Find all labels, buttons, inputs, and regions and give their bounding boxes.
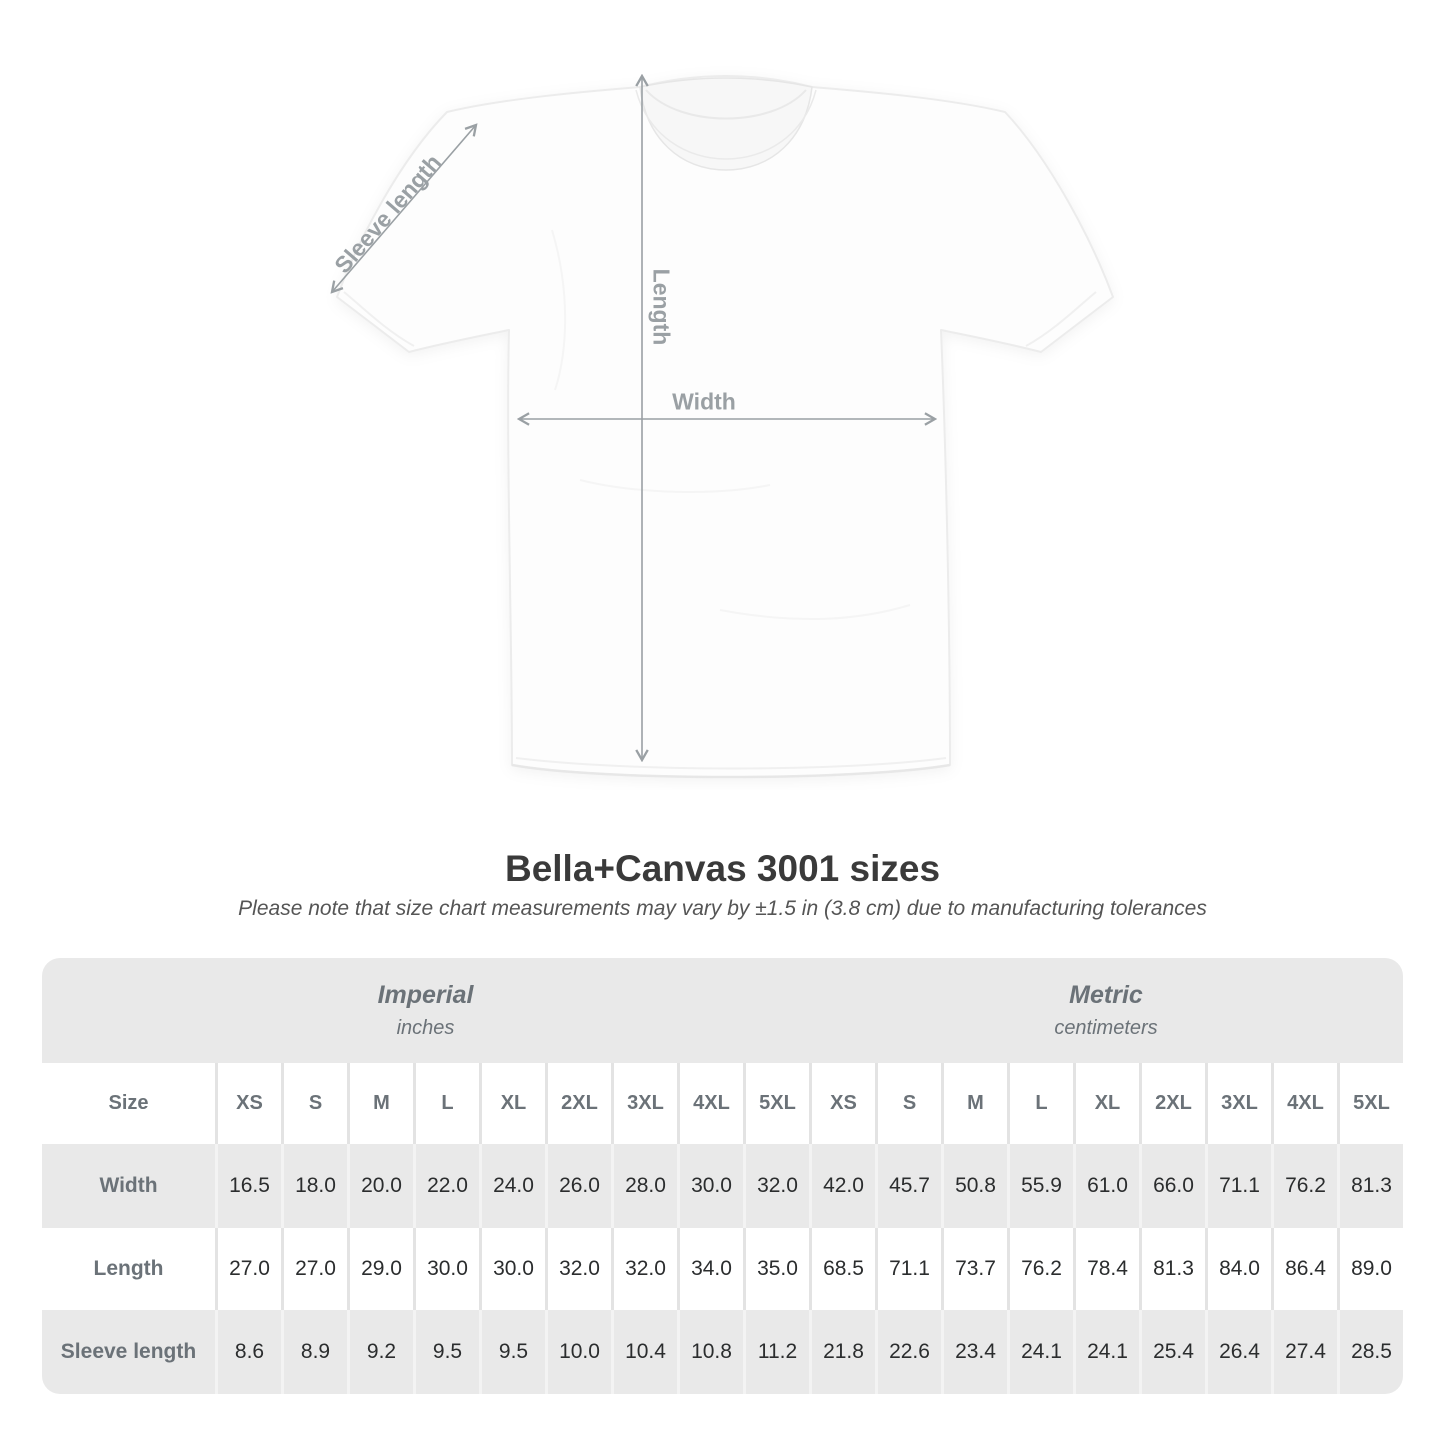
imperial-unit: inches: [396, 1017, 455, 1039]
size-header-metric-s: S: [875, 1063, 941, 1144]
cell-metric-3xl-length: 84.0: [1205, 1228, 1271, 1310]
cell-imperial-s-sleeve-length: 8.9: [281, 1310, 347, 1394]
cell-imperial-2xl-length: 32.0: [545, 1228, 611, 1310]
cell-metric-2xl-length: 81.3: [1139, 1228, 1205, 1310]
size-header-imperial-l: L: [413, 1063, 479, 1144]
cell-imperial-s-width: 18.0: [281, 1144, 347, 1228]
cell-metric-5xl-width: 81.3: [1337, 1144, 1403, 1228]
cell-metric-5xl-length: 89.0: [1337, 1228, 1403, 1310]
cell-imperial-xs-sleeve-length: 8.6: [215, 1310, 281, 1394]
cell-metric-3xl-width: 71.1: [1205, 1144, 1271, 1228]
imperial-title: Imperial: [377, 981, 474, 1009]
cell-imperial-4xl-length: 34.0: [677, 1228, 743, 1310]
cell-imperial-l-sleeve-length: 9.5: [413, 1310, 479, 1394]
cell-metric-s-width: 45.7: [875, 1144, 941, 1228]
cell-metric-m-sleeve-length: 23.4: [941, 1310, 1007, 1394]
size-header-imperial-s: S: [281, 1063, 347, 1144]
cell-imperial-xl-length: 30.0: [479, 1228, 545, 1310]
size-header-imperial-xs: XS: [215, 1063, 281, 1144]
cell-metric-m-length: 73.7: [941, 1228, 1007, 1310]
cell-metric-xl-sleeve-length: 24.1: [1073, 1310, 1139, 1394]
cell-metric-xs-length: 68.5: [809, 1228, 875, 1310]
cell-metric-s-length: 71.1: [875, 1228, 941, 1310]
tshirt-image: [300, 50, 1114, 779]
cell-metric-2xl-width: 66.0: [1139, 1144, 1205, 1228]
size-header-imperial-4xl: 4XL: [677, 1063, 743, 1144]
size-header-imperial-2xl: 2XL: [545, 1063, 611, 1144]
row-label-length: Length: [42, 1228, 215, 1310]
collar-opening: [639, 77, 813, 171]
size-header-imperial-xl: XL: [479, 1063, 545, 1144]
cell-metric-l-width: 55.9: [1007, 1144, 1073, 1228]
size-header-metric-3xl: 3XL: [1205, 1063, 1271, 1144]
page-title: Bella+Canvas 3001 sizes: [504, 848, 941, 889]
size-header-imperial-5xl: 5XL: [743, 1063, 809, 1144]
width-label: Width: [672, 388, 736, 415]
cell-imperial-4xl-sleeve-length: 10.8: [677, 1310, 743, 1394]
size-header-metric-m: M: [941, 1063, 1007, 1144]
length-label: Length: [648, 268, 675, 346]
cell-metric-l-length: 76.2: [1007, 1228, 1073, 1310]
cell-metric-4xl-length: 86.4: [1271, 1228, 1337, 1310]
cell-imperial-l-width: 22.0: [413, 1144, 479, 1228]
cell-metric-xl-length: 78.4: [1073, 1228, 1139, 1310]
cell-imperial-m-length: 29.0: [347, 1228, 413, 1310]
cell-metric-4xl-width: 76.2: [1271, 1144, 1337, 1228]
size-header-metric-xs: XS: [809, 1063, 875, 1144]
size-header-metric-xl: XL: [1073, 1063, 1139, 1144]
metric-title: Metric: [1069, 981, 1143, 1009]
row-label-sleeve-length: Sleeve length: [42, 1310, 215, 1394]
cell-imperial-2xl-width: 26.0: [545, 1144, 611, 1228]
sleeve-length-arrow: [332, 125, 476, 292]
metric-band: Metric centimeters: [809, 958, 1403, 1063]
size-header-metric-l: L: [1007, 1063, 1073, 1144]
metric-unit: centimeters: [1054, 1017, 1158, 1039]
cell-imperial-3xl-length: 32.0: [611, 1228, 677, 1310]
cell-metric-xs-width: 42.0: [809, 1144, 875, 1228]
cell-metric-3xl-sleeve-length: 26.4: [1205, 1310, 1271, 1394]
size-column-header: Size: [42, 1063, 215, 1144]
cell-imperial-l-length: 30.0: [413, 1228, 479, 1310]
tshirt-silhouette: [336, 75, 1114, 779]
cell-imperial-3xl-sleeve-length: 10.4: [611, 1310, 677, 1394]
row-label-width: Width: [42, 1144, 215, 1228]
size-header-metric-4xl: 4XL: [1271, 1063, 1337, 1144]
cell-imperial-xl-width: 24.0: [479, 1144, 545, 1228]
cell-metric-m-width: 50.8: [941, 1144, 1007, 1228]
cell-metric-4xl-sleeve-length: 27.4: [1271, 1310, 1337, 1394]
cell-metric-2xl-sleeve-length: 25.4: [1139, 1310, 1205, 1394]
cell-imperial-xs-width: 16.5: [215, 1144, 281, 1228]
size-header-metric-5xl: 5XL: [1337, 1063, 1403, 1144]
imperial-band: Imperial inches: [42, 958, 809, 1063]
tshirt-figure: Sleeve length Length Width: [300, 0, 1114, 779]
cell-imperial-3xl-width: 28.0: [611, 1144, 677, 1228]
cell-imperial-2xl-sleeve-length: 10.0: [545, 1310, 611, 1394]
cell-metric-s-sleeve-length: 22.6: [875, 1310, 941, 1394]
cell-imperial-m-width: 20.0: [347, 1144, 413, 1228]
cell-imperial-5xl-length: 35.0: [743, 1228, 809, 1310]
cell-imperial-xl-sleeve-length: 9.5: [479, 1310, 545, 1394]
size-header-imperial-m: M: [347, 1063, 413, 1144]
cell-imperial-s-length: 27.0: [281, 1228, 347, 1310]
cell-imperial-5xl-sleeve-length: 11.2: [743, 1310, 809, 1394]
cell-metric-5xl-sleeve-length: 28.5: [1337, 1310, 1403, 1394]
cell-metric-xl-width: 61.0: [1073, 1144, 1139, 1228]
size-table: Imperial inches Metric centimeters Size X…: [42, 958, 1403, 1394]
size-header-metric-2xl: 2XL: [1139, 1063, 1205, 1144]
size-header-imperial-3xl: 3XL: [611, 1063, 677, 1144]
cell-imperial-4xl-width: 30.0: [677, 1144, 743, 1228]
tolerance-note: Please note that size chart measurements…: [238, 897, 1207, 920]
cell-metric-xs-sleeve-length: 21.8: [809, 1310, 875, 1394]
cell-imperial-5xl-width: 32.0: [743, 1144, 809, 1228]
cell-metric-l-sleeve-length: 24.1: [1007, 1310, 1073, 1394]
cell-imperial-m-sleeve-length: 9.2: [347, 1310, 413, 1394]
cell-imperial-xs-length: 27.0: [215, 1228, 281, 1310]
